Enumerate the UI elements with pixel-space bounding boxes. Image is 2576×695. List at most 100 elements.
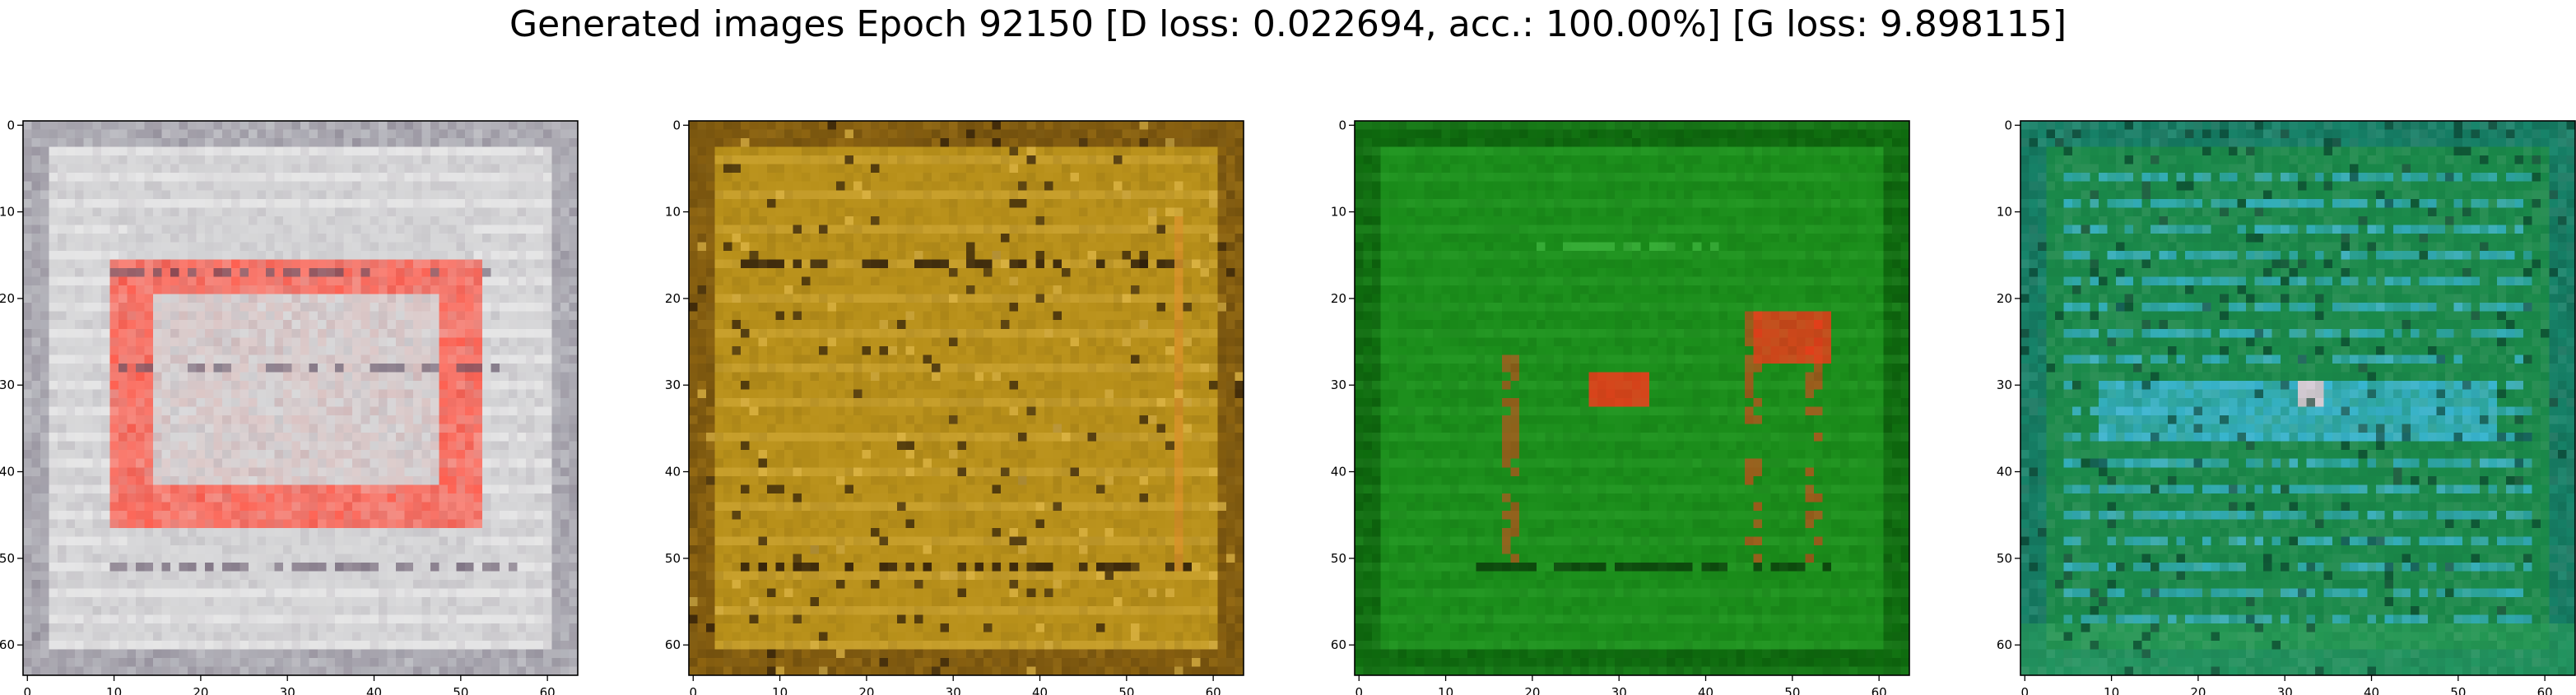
- pixel: [83, 433, 93, 442]
- pixel: [318, 285, 328, 295]
- pixel: [525, 467, 535, 477]
- pixel: [517, 433, 527, 442]
- pixel: [525, 519, 535, 529]
- pixel: [188, 424, 198, 433]
- pixel: [205, 380, 215, 391]
- pixel: [188, 519, 198, 529]
- pixel: [1217, 121, 1227, 131]
- pixel: [387, 138, 397, 148]
- pixel: [482, 363, 492, 373]
- pixel: [170, 268, 180, 278]
- pixel: [482, 259, 492, 269]
- pixel: [966, 207, 976, 217]
- pixel: [569, 146, 579, 156]
- pixel: [1208, 146, 1219, 156]
- pixel: [940, 146, 950, 156]
- pixel: [378, 597, 388, 607]
- pixel: [378, 164, 388, 174]
- pixel: [152, 380, 163, 391]
- pixel: [430, 337, 440, 347]
- pixel: [482, 242, 492, 252]
- pixel: [500, 294, 509, 303]
- pixel: [491, 545, 500, 555]
- pixel: [135, 155, 146, 165]
- pixel: [352, 198, 362, 208]
- pixel: [31, 614, 41, 624]
- pixel: [360, 354, 370, 364]
- pixel: [58, 303, 67, 313]
- pixel: [66, 458, 76, 468]
- pixel: [1131, 146, 1141, 156]
- pixel: [343, 372, 353, 382]
- pixel: [118, 354, 128, 364]
- pixel: [439, 337, 449, 347]
- pixel: [188, 190, 198, 200]
- pixel: [500, 433, 509, 442]
- pixel: [291, 181, 301, 191]
- pixel: [360, 250, 370, 261]
- pixel: [465, 328, 475, 338]
- pixel: [517, 632, 527, 642]
- pixel: [100, 424, 110, 433]
- pixel: [378, 588, 388, 598]
- pixel: [170, 415, 180, 425]
- pixel: [152, 363, 163, 373]
- pixel: [83, 372, 93, 382]
- pixel: [836, 173, 846, 183]
- pixel: [517, 493, 527, 503]
- pixel: [83, 580, 93, 590]
- pixel: [378, 605, 388, 615]
- pixel: [741, 146, 751, 156]
- pixel: [560, 259, 570, 269]
- pixel: [1053, 181, 1062, 191]
- pixel: [542, 398, 553, 408]
- pixel: [508, 190, 518, 200]
- pixel: [957, 225, 967, 234]
- pixel: [1139, 198, 1149, 208]
- pixel: [871, 207, 881, 217]
- generated-image-2: [689, 121, 1244, 676]
- pixel: [205, 502, 215, 512]
- pixel: [152, 563, 163, 572]
- pixel: [465, 519, 475, 529]
- pixel: [318, 484, 328, 494]
- pixel: [127, 146, 137, 156]
- pixel: [387, 398, 397, 408]
- pixel: [714, 121, 724, 131]
- pixel: [109, 294, 119, 303]
- pixel: [456, 502, 466, 512]
- pixel: [491, 580, 500, 590]
- pixel: [83, 640, 93, 651]
- pixel: [387, 181, 397, 191]
- pixel: [551, 580, 561, 590]
- pixel: [378, 398, 388, 408]
- pixel: [1131, 129, 1141, 139]
- pixel: [1208, 164, 1219, 174]
- pixel: [387, 155, 397, 165]
- pixel: [741, 233, 751, 243]
- pixel: [318, 441, 328, 451]
- pixel: [1225, 207, 1236, 217]
- pixel: [508, 510, 518, 521]
- pixel: [500, 441, 509, 451]
- pixel: [109, 389, 119, 399]
- pixel: [309, 320, 319, 330]
- pixel: [343, 632, 353, 642]
- pixel: [335, 484, 345, 494]
- pixel: [525, 527, 535, 538]
- pixel: [75, 259, 85, 269]
- pixel: [248, 155, 258, 165]
- pixel: [127, 563, 137, 572]
- pixel: [196, 320, 206, 330]
- pixel: [395, 484, 405, 494]
- pixel: [387, 190, 397, 200]
- pixel: [248, 536, 258, 546]
- pixel: [1001, 225, 1011, 234]
- pixel: [135, 510, 146, 521]
- pixel: [282, 121, 293, 131]
- pixel: [239, 571, 249, 581]
- pixel: [766, 146, 776, 156]
- pixel: [66, 259, 76, 269]
- pixel: [525, 380, 535, 391]
- pixel: [196, 190, 206, 200]
